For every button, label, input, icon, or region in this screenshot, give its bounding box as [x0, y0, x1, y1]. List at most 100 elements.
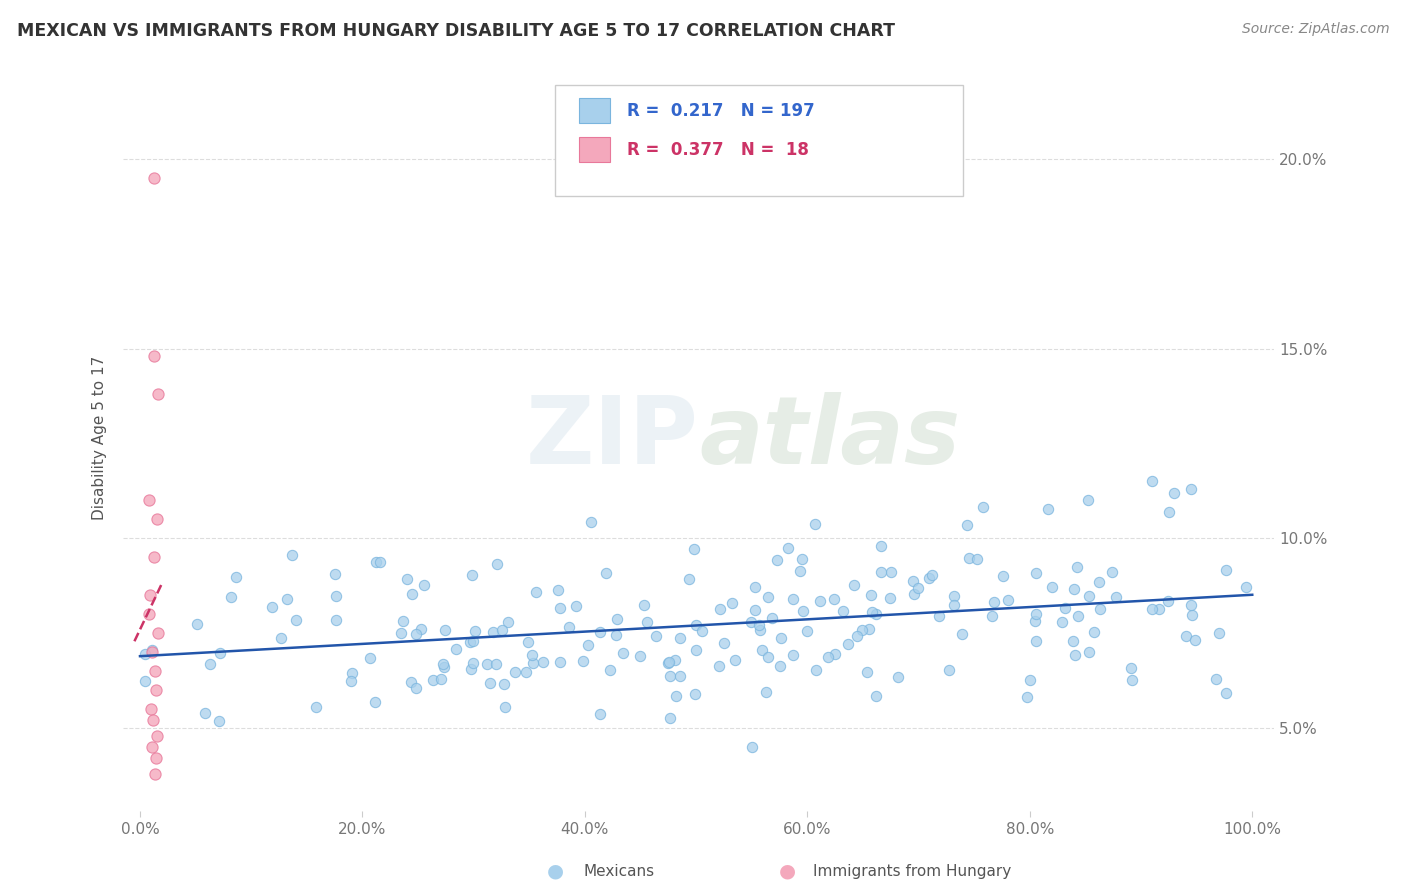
- Point: [515, 665, 537, 679]
- Point: [464, 624, 486, 639]
- Point: [907, 581, 929, 595]
- Point: [208, 714, 231, 728]
- Point: [1234, 580, 1257, 594]
- Point: [430, 672, 453, 686]
- Point: [1066, 560, 1088, 574]
- Point: [855, 665, 877, 679]
- Point: [748, 618, 770, 632]
- Text: Source: ZipAtlas.com: Source: ZipAtlas.com: [1241, 22, 1389, 37]
- Point: [1067, 609, 1090, 624]
- Point: [858, 622, 880, 636]
- Point: [225, 570, 247, 584]
- Point: [928, 609, 950, 624]
- Point: [1064, 648, 1087, 662]
- Point: [645, 629, 668, 643]
- Point: [576, 638, 599, 652]
- Point: [589, 625, 612, 640]
- Point: [1121, 660, 1143, 674]
- Point: [918, 571, 941, 585]
- Point: [755, 684, 778, 698]
- Point: [659, 669, 682, 683]
- Point: [143, 349, 166, 363]
- Point: [458, 635, 481, 649]
- Point: [1101, 565, 1123, 579]
- Point: [1063, 582, 1085, 597]
- Point: [966, 552, 988, 566]
- Point: [901, 574, 924, 588]
- Point: [405, 626, 427, 640]
- Point: [943, 589, 966, 603]
- Point: [664, 653, 686, 667]
- Point: [690, 624, 713, 638]
- Point: [685, 618, 707, 632]
- Point: [1088, 602, 1111, 616]
- Point: [792, 604, 814, 618]
- Point: [980, 609, 1002, 624]
- Point: [522, 648, 544, 662]
- Point: [865, 689, 887, 703]
- Point: [572, 654, 595, 668]
- Point: [1105, 591, 1128, 605]
- Point: [1078, 589, 1101, 603]
- Text: ●: ●: [547, 862, 564, 881]
- Point: [817, 649, 839, 664]
- Point: [413, 578, 436, 592]
- Point: [740, 615, 762, 630]
- Point: [869, 539, 891, 553]
- Point: [477, 657, 499, 671]
- Point: [991, 569, 1014, 583]
- Point: [1184, 632, 1206, 647]
- Point: [503, 665, 526, 680]
- Point: [950, 627, 973, 641]
- Point: [846, 629, 869, 643]
- Point: [903, 587, 925, 601]
- Point: [1077, 645, 1099, 659]
- Point: [851, 623, 873, 637]
- Point: [792, 552, 814, 566]
- Point: [342, 666, 364, 681]
- Point: [1025, 566, 1047, 580]
- Point: [1157, 505, 1180, 519]
- Point: [516, 635, 538, 649]
- Point: [208, 646, 231, 660]
- Point: [433, 660, 456, 674]
- Point: [628, 649, 651, 664]
- Point: [842, 578, 865, 592]
- Point: [134, 647, 156, 661]
- Point: [366, 555, 388, 569]
- Point: [325, 589, 347, 603]
- Point: [879, 591, 901, 605]
- Point: [938, 663, 960, 677]
- Point: [1215, 686, 1237, 700]
- Point: [721, 596, 744, 610]
- Point: [491, 623, 513, 637]
- Point: [1040, 580, 1063, 594]
- Point: [685, 687, 707, 701]
- Text: ●: ●: [779, 862, 796, 881]
- Point: [599, 664, 621, 678]
- Point: [1018, 673, 1040, 687]
- Point: [325, 613, 347, 627]
- Point: [804, 663, 827, 677]
- Point: [659, 711, 682, 725]
- Point: [1174, 630, 1197, 644]
- Point: [557, 620, 579, 634]
- Point: [1121, 673, 1143, 687]
- Point: [194, 706, 217, 720]
- Point: [531, 655, 554, 669]
- Point: [636, 615, 658, 630]
- Point: [399, 675, 422, 690]
- Point: [709, 602, 731, 616]
- Point: [605, 627, 627, 641]
- Point: [1157, 594, 1180, 608]
- Point: [880, 566, 903, 580]
- Point: [143, 170, 166, 185]
- Point: [837, 637, 859, 651]
- Point: [485, 557, 508, 571]
- Point: [1077, 492, 1099, 507]
- Point: [401, 587, 423, 601]
- Point: [1015, 690, 1038, 705]
- Point: [983, 595, 1005, 609]
- Point: [444, 642, 467, 657]
- Point: [744, 602, 766, 616]
